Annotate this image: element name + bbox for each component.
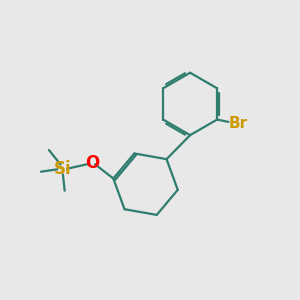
Text: O: O <box>85 154 99 172</box>
Text: Si: Si <box>53 160 71 178</box>
Text: Br: Br <box>228 116 248 131</box>
